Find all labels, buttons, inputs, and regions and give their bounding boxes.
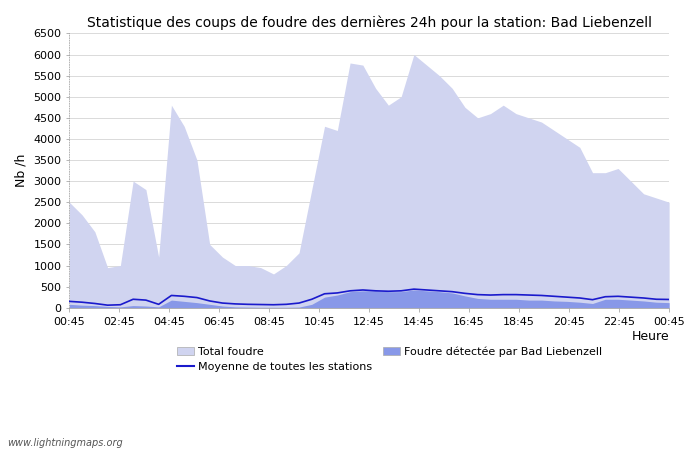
Text: www.lightningmaps.org: www.lightningmaps.org xyxy=(7,438,122,448)
Title: Statistique des coups de foudre des dernières 24h pour la station: Bad Liebenzel: Statistique des coups de foudre des dern… xyxy=(87,15,652,30)
Legend: Total foudre, Moyenne de toutes les stations, Foudre détectée par Bad Liebenzell: Total foudre, Moyenne de toutes les stat… xyxy=(177,346,603,372)
Text: Heure: Heure xyxy=(631,330,669,342)
Y-axis label: Nb /h: Nb /h xyxy=(15,154,28,187)
